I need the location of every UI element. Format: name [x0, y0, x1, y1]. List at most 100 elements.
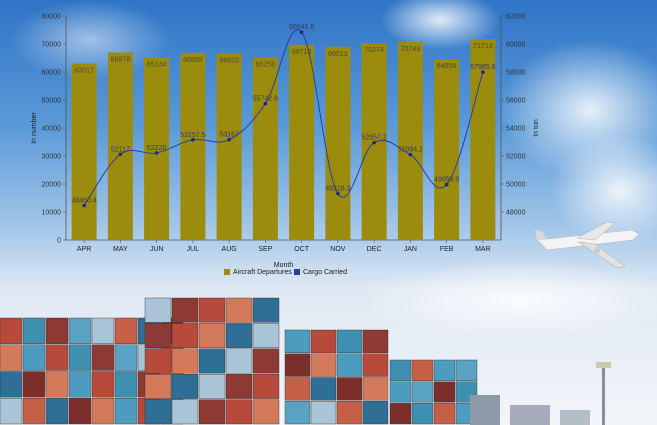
category-label: NOV — [330, 246, 346, 253]
shipping-container — [0, 344, 23, 371]
shipping-container — [22, 317, 46, 344]
shipping-container — [284, 353, 311, 377]
right-tick-label: 48000 — [506, 210, 526, 217]
line-value-label: 48460.4 — [71, 198, 96, 205]
shipping-container — [252, 399, 280, 425]
shipping-container — [225, 323, 253, 348]
bar[interactable] — [325, 46, 351, 241]
line-point[interactable] — [299, 30, 304, 34]
shipping-container — [171, 399, 199, 425]
shipping-container — [433, 403, 456, 425]
right-tick-label: 62000 — [506, 14, 526, 21]
shipping-container — [114, 344, 138, 371]
legend-label-aircraft-departures[interactable]: Aircraft Departures — [233, 269, 292, 276]
legend-swatch-cargo-carried[interactable] — [294, 269, 300, 275]
shipping-container — [362, 353, 389, 377]
line-point[interactable] — [481, 70, 485, 74]
shipping-container — [310, 401, 337, 425]
x-axis-title: Month — [274, 262, 294, 269]
category-label: DEC — [367, 246, 382, 253]
shipping-container — [284, 329, 311, 353]
bar[interactable] — [397, 41, 423, 240]
line-value-label: 57985.9 — [470, 64, 495, 71]
shipping-container — [198, 399, 226, 425]
category-label: JAN — [404, 246, 417, 253]
shipping-container — [225, 374, 253, 399]
shipping-container — [284, 401, 311, 425]
bar[interactable] — [144, 57, 170, 240]
shipping-container — [389, 359, 412, 381]
shipping-container — [45, 344, 69, 371]
shipping-container — [144, 348, 172, 374]
bar[interactable] — [107, 52, 133, 240]
left-axis-ticks: 0 10000 20000 30000 40000 50000 60000 70000 8000… — [42, 14, 66, 245]
shipping-container — [144, 374, 172, 399]
line-point[interactable] — [408, 152, 413, 157]
left-tick-label: 30000 — [42, 154, 62, 161]
shipping-container — [336, 401, 363, 425]
category-label: JUN — [150, 246, 164, 253]
shipping-container — [389, 403, 412, 425]
shipping-container — [91, 371, 115, 398]
shipping-container — [114, 398, 138, 425]
bar[interactable] — [289, 44, 315, 240]
category-label: AUG — [222, 246, 237, 253]
right-tick-label: 52000 — [506, 154, 526, 161]
bar[interactable] — [252, 57, 278, 240]
bar[interactable] — [434, 59, 460, 241]
bar-value-label: 66620 — [219, 57, 239, 64]
bar-value-label: 65144 — [147, 62, 167, 69]
category-label: MAY — [113, 246, 128, 253]
shipping-container — [252, 323, 280, 348]
shipping-container — [68, 398, 92, 425]
shipping-container — [45, 371, 69, 398]
shipping-container — [171, 374, 199, 399]
shipping-container — [362, 401, 389, 425]
clouds — [10, 0, 657, 340]
shipping-container — [91, 398, 115, 425]
bar-value-label: 69013 — [328, 51, 348, 58]
line-point[interactable] — [336, 191, 340, 196]
shipping-container — [22, 398, 46, 425]
line-point[interactable] — [444, 182, 449, 187]
shipping-container — [252, 297, 280, 323]
bar-value-label: 63017 — [74, 68, 94, 75]
shipping-container — [198, 323, 226, 348]
shipping-container — [91, 344, 115, 371]
shipping-container — [252, 374, 280, 399]
shipping-container — [68, 317, 92, 344]
legend-swatch-aircraft-departures[interactable] — [224, 269, 230, 275]
line-value-label: 52117 — [111, 146, 130, 153]
bar[interactable] — [180, 52, 206, 240]
shipping-container — [433, 359, 456, 381]
right-axis-title: In ton — [533, 119, 540, 137]
bar-value-label: 66859 — [183, 57, 203, 64]
shipping-container — [0, 371, 23, 398]
bar[interactable] — [71, 63, 97, 240]
left-tick-label: 70000 — [42, 42, 62, 49]
line-value-label: 60845.6 — [289, 24, 314, 31]
left-tick-label: 80000 — [42, 14, 62, 21]
shipping-container — [336, 329, 363, 353]
line-point[interactable] — [227, 137, 231, 142]
line-point[interactable] — [372, 140, 376, 145]
bar[interactable] — [216, 53, 242, 240]
bar-value-label: 64556 — [437, 63, 457, 70]
shipping-container — [22, 371, 46, 398]
right-tick-label: 50000 — [506, 182, 526, 189]
legend-label-cargo-carried[interactable]: Cargo Carried — [303, 269, 347, 276]
line-markers — [82, 30, 485, 208]
line-point[interactable] — [118, 152, 123, 157]
shipping-container — [171, 323, 199, 348]
left-tick-label: 60000 — [42, 70, 62, 77]
line-point[interactable] — [191, 137, 195, 142]
light-pole — [596, 362, 611, 425]
line-point[interactable] — [154, 151, 159, 155]
line-point[interactable] — [82, 203, 86, 208]
line-point[interactable] — [263, 101, 268, 106]
shipping-container — [389, 381, 412, 403]
right-tick-label: 60000 — [506, 42, 526, 49]
shipping-container — [284, 377, 311, 401]
bar-series-aircraft-departures — [71, 39, 496, 241]
